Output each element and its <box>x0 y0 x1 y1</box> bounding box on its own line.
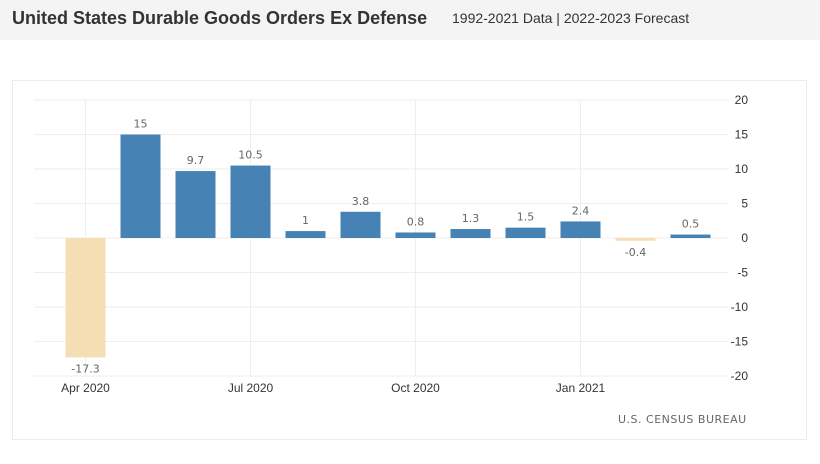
bar <box>120 134 161 238</box>
chart-title: United States Durable Goods Orders Ex De… <box>12 8 428 28</box>
bar <box>505 227 546 238</box>
x-tick-label: Jul 2020 <box>228 381 274 395</box>
data-label: 10.5 <box>238 149 263 162</box>
bar <box>670 234 711 238</box>
bar <box>450 229 491 238</box>
data-label: 3.8 <box>352 195 370 208</box>
y-tick-label: -15 <box>731 335 749 349</box>
bar <box>395 232 436 238</box>
data-label: 2.4 <box>572 204 590 217</box>
y-tick-label: 20 <box>735 93 749 107</box>
y-tick-label: -20 <box>731 369 749 383</box>
bar <box>175 171 216 238</box>
data-label: 15 <box>134 118 148 131</box>
bar <box>340 211 381 238</box>
y-tick-label: -5 <box>737 266 748 280</box>
bar <box>65 238 106 358</box>
x-tick-label: Oct 2020 <box>391 381 440 395</box>
bar <box>230 165 271 238</box>
y-tick-label: 10 <box>735 162 749 176</box>
data-label: 9.7 <box>187 154 205 167</box>
bar <box>560 221 601 238</box>
chart-subtitle: 1992-2021 Data | 2022-2023 Forecast <box>452 10 690 26</box>
data-label: 1.3 <box>462 212 480 225</box>
x-tick-label: Apr 2020 <box>61 381 110 395</box>
data-label: -17.3 <box>71 362 99 375</box>
data-label: -0.4 <box>625 246 646 259</box>
data-label: 0.8 <box>407 215 425 228</box>
data-label: 0.5 <box>682 218 700 231</box>
source-label: U.S. CENSUS BUREAU <box>618 413 747 426</box>
y-tick-label: 15 <box>735 128 749 142</box>
chart-frame <box>12 80 807 440</box>
data-label: 1 <box>302 214 309 227</box>
data-label: 1.5 <box>517 211 535 224</box>
y-tick-label: 0 <box>741 231 748 245</box>
x-tick-label: Jan 2021 <box>556 381 606 395</box>
y-tick-label: 5 <box>741 197 748 211</box>
bar <box>615 238 656 241</box>
bar <box>285 231 326 238</box>
y-tick-label: -10 <box>731 300 749 314</box>
chart-header: United States Durable Goods Orders Ex De… <box>0 0 820 40</box>
